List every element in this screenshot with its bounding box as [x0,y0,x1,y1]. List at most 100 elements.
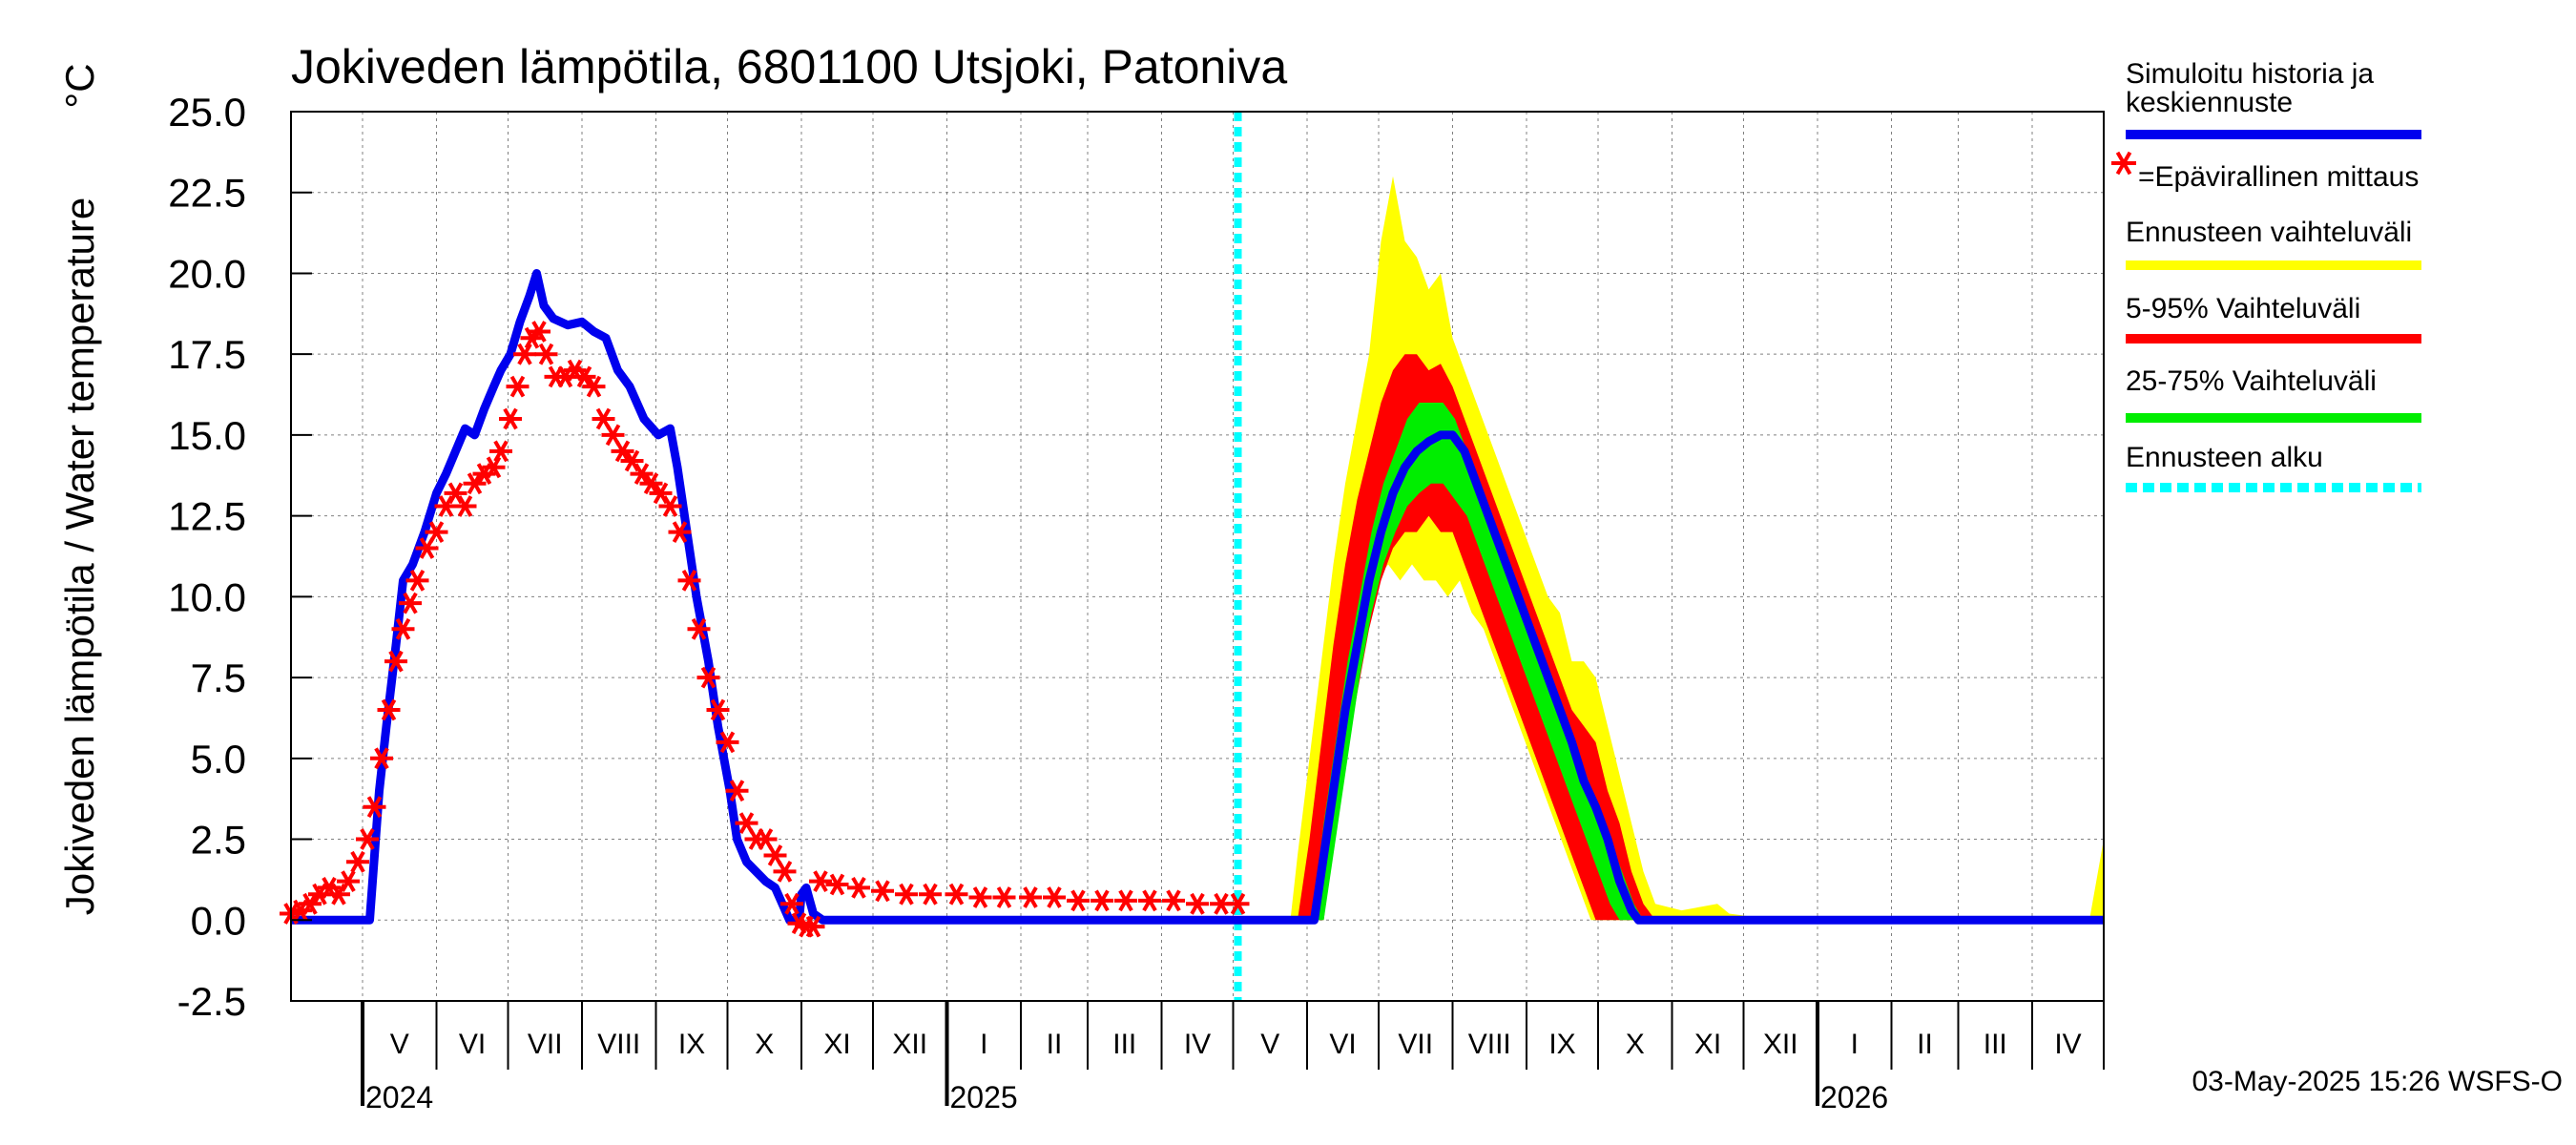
observed-point [968,886,992,908]
observed-point-stroke [643,472,659,495]
y-tick-label: 7.5 [191,656,246,700]
observed-point [630,463,654,485]
month-label: II [1917,1029,1933,1060]
legend-label: =Epävirallinen mittaus [2138,161,2419,193]
month-label: XII [892,1029,927,1060]
observed-point-stroke [634,463,650,485]
month-label: IV [1184,1029,1211,1060]
observed-point [871,880,894,903]
y-tick-label: 15.0 [168,413,246,458]
observed-point-stroke [388,650,404,673]
observed-point-stroke [719,731,736,754]
observed-point-stroke [409,570,426,592]
observed-point [377,698,401,721]
observed-point-stroke [653,482,669,505]
observed-point [677,570,701,592]
y-axis-label: Jokiveden lämpötila / Water temperature [57,198,102,915]
observed-point [1114,889,1137,912]
observed-point-stroke [758,828,774,850]
observed-point-stroke [322,877,337,899]
month-label: VI [459,1029,486,1060]
y-tick-label: 22.5 [168,171,246,216]
observed-point-stroke [805,915,821,938]
observed-point-stroke [691,617,707,640]
axes [290,111,2105,1002]
month-label: II [1047,1029,1063,1060]
observed-point [1162,889,1185,912]
observed-point [725,780,749,802]
observed-point-stroke [467,472,483,495]
month-label: IX [678,1029,705,1060]
observed-point [528,321,551,343]
legend-label: keskiennuste [2126,87,2293,118]
forecast-bands [1290,176,2104,921]
month-label: X [755,1029,774,1060]
observed-point-stroke [791,912,807,935]
observed-point-stroke [851,877,866,899]
observed-point-stroke [1023,886,1038,908]
observed-point [809,870,832,892]
observed-point-stroke [403,592,418,614]
observed-point-stroke [614,440,631,463]
observed-point-stroke [503,407,518,430]
month-label: VII [528,1029,563,1060]
observed-point [895,883,918,906]
observed-point [716,731,739,754]
observed-point [299,892,322,915]
observed-point-stroke [586,375,602,398]
observed-point-stroke [875,880,890,903]
footer-timestamp: 03-May-2025 15:26 WSFS-O [2192,1066,2564,1097]
chart-title: Jokiveden lämpötila, 6801100 Utsjoki, Pa… [291,40,1287,94]
y-axis-unit: °C [57,63,102,108]
observed-point [405,570,429,592]
observed-point-stroke [710,698,726,721]
month-label: I [980,1029,987,1060]
observed-point [706,698,730,721]
observed-point [1226,892,1250,915]
legend-label: 25-75% Vaihteluväli [2126,365,2377,397]
observed-point [1043,886,1066,908]
month-label: XI [823,1029,850,1060]
observed-point-stroke [576,365,592,388]
observed-point [499,407,522,430]
observed-point-stroke [381,698,397,721]
observed-point-stroke [1070,889,1086,912]
observed-point-stroke [784,892,800,915]
observed-point [847,877,870,899]
simulated-series-line [291,269,2104,925]
observed-point-stroke [829,873,845,896]
observed-point [463,472,487,495]
observed-point [1091,889,1113,912]
observed-point-stroke [662,495,678,517]
observed-point [346,850,369,873]
observed-point-stroke [681,570,697,592]
observed-point [399,592,422,614]
observed-point-stroke [531,321,547,343]
observed-point-stroke [899,883,914,906]
observed-point-stroke [1047,886,1062,908]
observed-point-stroke [395,617,411,640]
y-tick-label: 12.5 [168,494,246,539]
observed-point-stroke [700,666,717,689]
year-label: 2026 [1820,1080,1888,1114]
observed-point [534,343,558,365]
observed-point-stroke [567,359,583,382]
y-tick-label: 20.0 [168,251,246,296]
observed-point-stroke [509,375,526,398]
observed-point [1067,889,1090,912]
observed-point [453,495,477,517]
observed-point [773,861,797,883]
observed-point [1138,889,1161,912]
observed-point [639,472,663,495]
month-label: VIII [597,1029,640,1060]
y-axis-ticks: 25.0 22.5 20.0 17.5 15.0 12.5 10.0 7.5 5.0 2.5 0.0… [168,90,312,1024]
month-label: V [390,1029,409,1060]
y-tick-label: 25.0 [168,90,246,135]
observed-point-stroke [605,424,621,447]
observed-point-stroke [1214,892,1229,915]
year-label: 2024 [365,1080,433,1114]
legend-label: Simuloitu historia ja [2126,58,2374,90]
